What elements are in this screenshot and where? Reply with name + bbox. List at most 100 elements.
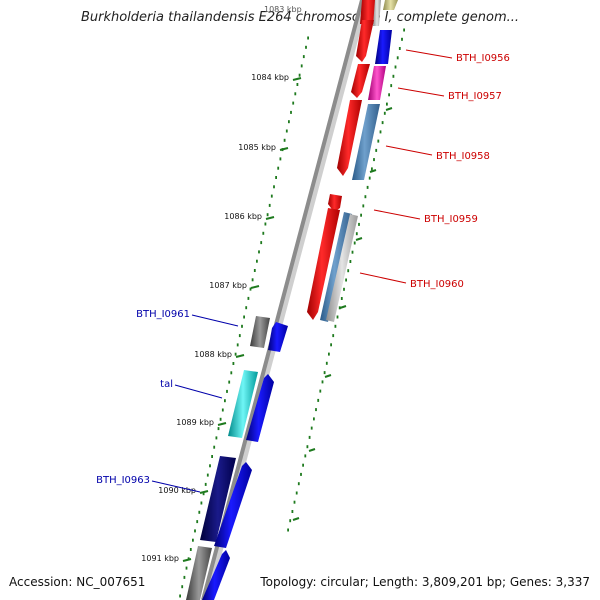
ruler-dot — [377, 139, 380, 143]
ruler-tick-1085 — [279, 147, 289, 151]
ruler-dot — [228, 380, 231, 384]
ruler-dot — [287, 528, 289, 532]
ruler-dot — [234, 352, 237, 356]
gene-arrow-blue-0963 — [214, 462, 252, 548]
ruler-dot — [292, 101, 295, 105]
ruler-dot — [288, 120, 290, 124]
map-title: Burkholderia thailandensis E264 chromoso… — [80, 10, 520, 25]
left-gene-labels: BTH_I0961 tal BTH_I0963 — [96, 309, 239, 493]
ruler-dot — [323, 371, 326, 375]
gene-arrow-red-0958a — [337, 100, 362, 176]
ruler-dot — [279, 157, 282, 161]
ruler-dot — [353, 241, 356, 245]
ruler-dot — [345, 278, 347, 282]
ruler-dot — [213, 445, 216, 449]
ruler-label-1088: 1088 kbp — [194, 350, 232, 359]
ruler-dot — [375, 148, 378, 152]
ruler-dots — [179, 36, 309, 598]
ruler-dot — [371, 167, 373, 171]
ruler-dot — [383, 111, 386, 115]
gene-label-tal[interactable]: tal — [160, 379, 173, 390]
gene-label-bth-i0957[interactable]: BTH_I0957 — [448, 91, 502, 102]
ruler-dot — [302, 463, 304, 467]
ruler-dot — [185, 566, 188, 570]
ruler-dot — [392, 74, 395, 78]
ruler-dot — [297, 482, 300, 486]
ruler-dot — [291, 510, 294, 513]
ruler-dot — [310, 426, 313, 430]
ruler-label-1087: 1087 kbp — [209, 281, 247, 290]
ruler-dot — [332, 334, 335, 338]
ruler-dot — [379, 130, 382, 134]
gene-label-bth-i0960[interactable]: BTH_I0960 — [410, 279, 464, 290]
ruler-dot — [260, 241, 263, 245]
ruler-dot — [343, 287, 345, 291]
ruler-dot — [340, 297, 343, 300]
ruler-dots-inner — [287, 28, 405, 532]
ruler-dot — [266, 213, 269, 217]
ruler-dot — [277, 166, 280, 170]
ruler-dot — [209, 464, 211, 468]
gene-arrow-red-0960 — [307, 208, 340, 320]
ruler-dot — [306, 445, 309, 449]
ruler-dot — [386, 102, 388, 106]
ruler-tick-1090 — [199, 490, 209, 494]
ruler-label-1083: 1083 kbp — [264, 5, 302, 14]
gene-arrow-dark-0961 — [250, 316, 270, 348]
topology-label: Topology: circular; Length: 3,809,201 bp… — [260, 575, 590, 589]
gene-label-bth-i0959[interactable]: BTH_I0959 — [424, 214, 478, 225]
ruler-dot — [300, 472, 302, 476]
ruler-dot — [330, 343, 332, 347]
ruler-dot — [368, 176, 371, 180]
gene-label-bth-i0958[interactable]: BTH_I0958 — [436, 151, 490, 162]
ruler-tick-1086 — [265, 216, 275, 220]
ruler-dot — [325, 361, 328, 365]
ruler-dot — [243, 315, 245, 319]
ruler-dot — [251, 278, 254, 282]
ruler-dot — [179, 594, 181, 598]
right-features — [307, 0, 398, 322]
ruler-dot — [403, 28, 405, 32]
right-ruler-ticks — [292, 107, 393, 521]
ruler-label-1091: 1091 kbp — [141, 554, 179, 563]
ruler-dot — [351, 250, 354, 254]
gene-label-bth-i0956[interactable]: BTH_I0956 — [456, 53, 510, 64]
gene-arrow-blue-bottom — [202, 550, 230, 600]
ruler-tick-1089 — [217, 422, 227, 426]
ruler-dot — [293, 500, 296, 504]
ruler-dot — [394, 65, 397, 69]
ruler-dot — [334, 324, 337, 328]
ruler-dot — [268, 203, 271, 207]
ruler-dot — [283, 138, 286, 142]
leader-line-0963 — [151, 480, 201, 493]
gene-arrow-red-top — [360, 0, 378, 24]
ruler-dot — [198, 510, 201, 514]
ruler-dot — [298, 73, 301, 77]
ruler-dot — [295, 491, 298, 495]
ruler-dot — [192, 538, 194, 542]
gene-label-bth-i0963[interactable]: BTH_I0963 — [96, 475, 150, 486]
ruler-dot — [232, 362, 235, 365]
ruler-dot — [315, 408, 317, 412]
ruler-dot — [398, 47, 401, 50]
ruler-dot — [275, 176, 277, 179]
ruler-dot — [308, 435, 311, 439]
ruler-dot — [249, 287, 252, 291]
ruler-dot — [224, 399, 226, 403]
gene-label-bth-i0961[interactable]: BTH_I0961 — [136, 309, 190, 320]
ruler-dot — [355, 232, 358, 236]
ruler-dot — [349, 260, 352, 263]
ruler-dot — [362, 204, 365, 208]
gene-arrow-blue-0956 — [375, 30, 392, 64]
ruler-tick-1088 — [235, 354, 245, 358]
gene-arrow-steel-0958 — [352, 104, 380, 180]
ruler-dot — [307, 36, 309, 40]
ruler-dot — [273, 185, 275, 189]
ruler-dot — [338, 306, 341, 310]
gene-arrow-khaki-top — [383, 0, 398, 10]
ruler-dot — [270, 194, 273, 198]
ruler-tick-1091 — [182, 558, 192, 562]
ruler-dot — [317, 398, 320, 402]
gene-arrow-cyan-tal — [228, 370, 258, 438]
gene-arrow-red-0959 — [328, 194, 342, 212]
